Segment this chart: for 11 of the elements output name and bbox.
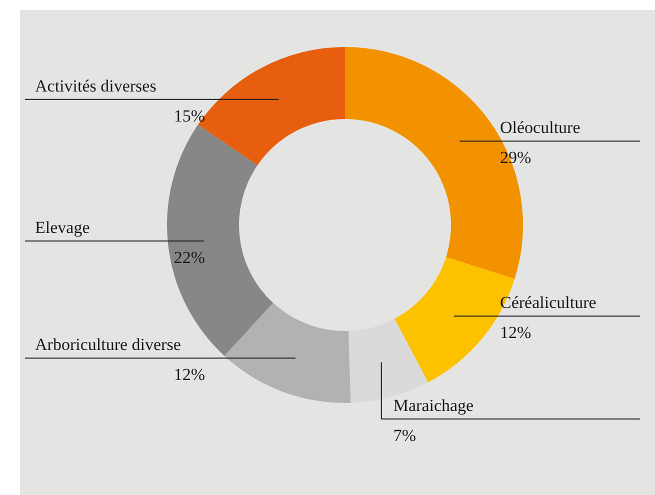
data-label: 12% [174, 365, 205, 384]
slice-label: Elevage [35, 218, 90, 238]
slice-label: Activités diverses [35, 76, 156, 96]
data-label: 7% [393, 426, 416, 445]
slice-label: Maraichage [393, 396, 474, 415]
slice-label: Oléoculture [500, 118, 580, 138]
data-label: 12% [500, 323, 532, 342]
data-label: 22% [174, 248, 205, 268]
slice-label: Arboriculture diverse [35, 335, 181, 354]
donut-slice [224, 302, 351, 403]
data-label: 15% [174, 106, 205, 126]
